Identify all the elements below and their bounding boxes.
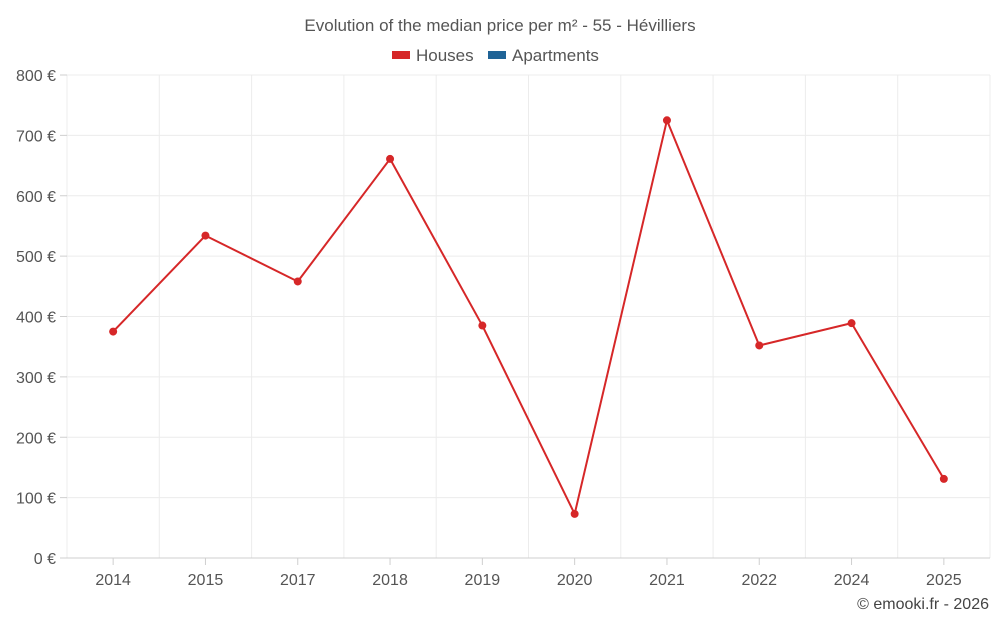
x-tick-label: 2024 [834, 572, 870, 589]
y-tick-label: 500 € [16, 249, 56, 266]
legend-item-apartments[interactable]: Apartments [488, 46, 599, 65]
legend-swatch-apartments [488, 51, 506, 59]
data-point[interactable] [201, 231, 210, 240]
x-tick-label: 2021 [649, 572, 685, 589]
credit-text: © emooki.fr - 2026 [857, 596, 989, 613]
x-tick-label: 2017 [280, 572, 316, 589]
data-point[interactable] [570, 509, 579, 518]
data-point[interactable] [847, 319, 856, 328]
legend-label-houses: Houses [416, 46, 474, 65]
data-point[interactable] [293, 277, 302, 286]
x-tick-label: 2020 [557, 572, 593, 589]
x-tick-label: 2019 [465, 572, 501, 589]
legend: Houses Apartments [392, 46, 599, 65]
y-tick-label: 0 € [34, 551, 56, 568]
series-houses [109, 116, 948, 518]
chart-title: Evolution of the median price per m² - 5… [304, 16, 695, 35]
legend-swatch-houses [392, 51, 410, 59]
y-tick-label: 100 € [16, 491, 56, 508]
legend-label-apartments: Apartments [512, 46, 599, 65]
y-tick-label: 700 € [16, 128, 56, 145]
x-tick-label: 2022 [741, 572, 777, 589]
y-tick-label: 600 € [16, 189, 56, 206]
data-point[interactable] [939, 474, 948, 483]
x-tick-label: 2014 [95, 572, 131, 589]
data-point[interactable] [755, 341, 764, 350]
y-tick-label: 400 € [16, 310, 56, 327]
data-point[interactable] [386, 154, 395, 163]
legend-item-houses[interactable]: Houses [392, 46, 474, 65]
y-tick-label: 300 € [16, 370, 56, 387]
y-tick-label: 800 € [16, 68, 56, 85]
x-tick-label: 2025 [926, 572, 962, 589]
data-point[interactable] [109, 327, 118, 336]
data-point[interactable] [478, 321, 487, 330]
data-point[interactable] [662, 116, 671, 125]
y-tick-label: 200 € [16, 430, 56, 447]
x-axis-ticks: 2014 2015 2017 2018 2019 2020 2021 2022 2024 2025 [95, 558, 962, 589]
y-axis-ticks: 0 € 100 € 200 € 300 € 400 € 500 € 600 € 700 € 80… [16, 68, 67, 568]
x-gridlines [66, 75, 991, 558]
x-tick-label: 2018 [372, 572, 408, 589]
series-line-houses [112, 119, 945, 515]
x-tick-label: 2015 [188, 572, 224, 589]
